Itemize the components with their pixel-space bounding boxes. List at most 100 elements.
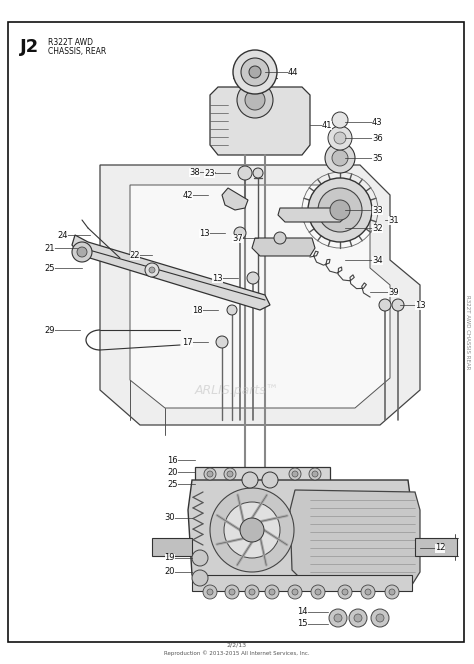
Text: R322T AWD: R322T AWD <box>48 38 93 47</box>
Circle shape <box>389 589 395 595</box>
Circle shape <box>371 609 389 627</box>
Circle shape <box>237 82 273 118</box>
Circle shape <box>192 550 208 566</box>
Circle shape <box>233 50 277 94</box>
Bar <box>192 575 412 591</box>
Text: 25: 25 <box>45 264 55 272</box>
Circle shape <box>332 112 348 128</box>
Circle shape <box>292 471 298 477</box>
Text: 23: 23 <box>204 169 215 177</box>
Polygon shape <box>72 235 270 310</box>
Circle shape <box>265 585 279 599</box>
Text: 17: 17 <box>182 337 193 347</box>
Text: 13: 13 <box>200 228 210 238</box>
Text: 41: 41 <box>322 120 332 129</box>
Circle shape <box>207 471 213 477</box>
Circle shape <box>392 299 404 311</box>
Circle shape <box>227 471 233 477</box>
Circle shape <box>241 58 269 86</box>
Text: 36: 36 <box>372 133 383 143</box>
Text: 20: 20 <box>164 568 175 576</box>
Circle shape <box>334 614 342 622</box>
Circle shape <box>330 200 350 220</box>
Circle shape <box>288 585 302 599</box>
Circle shape <box>311 585 325 599</box>
Circle shape <box>309 468 321 480</box>
Circle shape <box>354 614 362 622</box>
Bar <box>195 467 330 481</box>
Circle shape <box>77 247 87 257</box>
Circle shape <box>312 471 318 477</box>
Polygon shape <box>210 87 310 155</box>
Polygon shape <box>278 208 348 222</box>
Circle shape <box>349 609 367 627</box>
Circle shape <box>203 585 217 599</box>
Polygon shape <box>290 490 420 588</box>
Circle shape <box>210 488 294 572</box>
Circle shape <box>245 585 259 599</box>
Text: 24: 24 <box>57 230 68 240</box>
Circle shape <box>224 468 236 480</box>
Text: 13: 13 <box>212 274 223 282</box>
Polygon shape <box>100 165 420 425</box>
Text: J2: J2 <box>20 38 39 56</box>
Text: 18: 18 <box>192 305 203 315</box>
Circle shape <box>240 518 264 542</box>
Text: 15: 15 <box>298 620 308 629</box>
Text: 13: 13 <box>415 301 426 309</box>
Text: 25: 25 <box>167 479 178 489</box>
Text: 22: 22 <box>129 250 140 260</box>
Bar <box>415 538 457 556</box>
Polygon shape <box>188 480 412 590</box>
Text: 12: 12 <box>435 544 446 552</box>
Circle shape <box>145 263 159 277</box>
Circle shape <box>379 299 391 311</box>
Circle shape <box>318 188 362 232</box>
Circle shape <box>315 589 321 595</box>
Text: 35: 35 <box>372 153 383 163</box>
Circle shape <box>192 570 208 586</box>
Circle shape <box>249 589 255 595</box>
Text: 37: 37 <box>232 234 243 242</box>
Circle shape <box>361 585 375 599</box>
Circle shape <box>72 242 92 262</box>
Text: 21: 21 <box>45 244 55 252</box>
Circle shape <box>216 336 228 348</box>
Circle shape <box>329 609 347 627</box>
Polygon shape <box>130 185 390 408</box>
Text: 43: 43 <box>372 118 383 127</box>
Text: 42: 42 <box>182 191 193 199</box>
Text: 31: 31 <box>388 216 399 224</box>
Circle shape <box>224 502 280 558</box>
Circle shape <box>238 166 252 180</box>
Circle shape <box>325 143 355 173</box>
Circle shape <box>253 168 263 178</box>
Circle shape <box>289 468 301 480</box>
Circle shape <box>292 589 298 595</box>
Text: 2/2/13: 2/2/13 <box>227 643 247 647</box>
Circle shape <box>207 589 213 595</box>
Text: 20: 20 <box>167 467 178 477</box>
Circle shape <box>308 178 372 242</box>
Circle shape <box>247 272 259 284</box>
Text: R322T AWD CHASSIS REAR: R322T AWD CHASSIS REAR <box>465 295 471 369</box>
Text: CHASSIS, REAR: CHASSIS, REAR <box>48 47 106 56</box>
Circle shape <box>376 614 384 622</box>
Circle shape <box>242 472 258 488</box>
Circle shape <box>225 585 239 599</box>
Circle shape <box>227 305 237 315</box>
Circle shape <box>245 90 265 110</box>
Circle shape <box>334 132 346 144</box>
Text: 38: 38 <box>189 167 200 177</box>
Text: Reproduction © 2013-2015 All Internet Services, Inc.: Reproduction © 2013-2015 All Internet Se… <box>164 650 310 656</box>
Text: 39: 39 <box>388 288 399 297</box>
Circle shape <box>332 150 348 166</box>
Polygon shape <box>222 188 248 210</box>
Text: 30: 30 <box>164 513 175 523</box>
Circle shape <box>274 232 286 244</box>
Circle shape <box>149 267 155 273</box>
Polygon shape <box>252 238 315 256</box>
Text: ARLIS.parts™: ARLIS.parts™ <box>195 384 279 396</box>
Circle shape <box>385 585 399 599</box>
Circle shape <box>328 126 352 150</box>
